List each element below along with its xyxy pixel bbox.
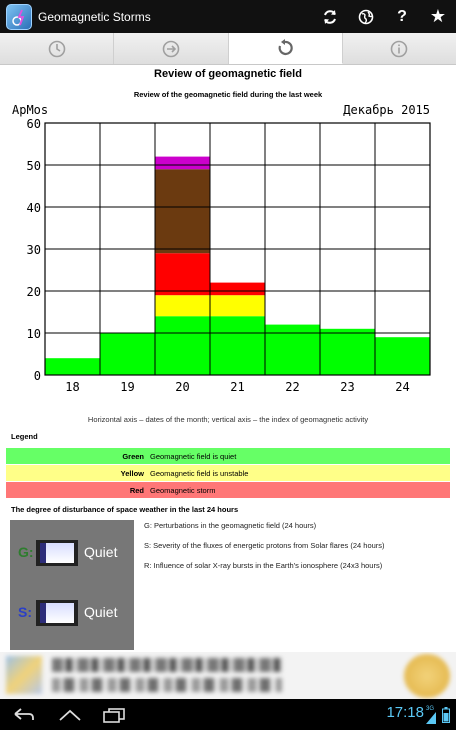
g-index-status: Quiet xyxy=(84,544,118,560)
tab-history[interactable] xyxy=(0,33,115,64)
note-s: S: Severity of the fluxes of energetic p… xyxy=(144,541,385,550)
s-index-label: S: xyxy=(18,604,32,620)
tab-review[interactable] xyxy=(228,33,343,64)
bar-segment-green xyxy=(265,324,320,375)
favorite-button[interactable]: ★ xyxy=(420,0,456,33)
refresh-button[interactable] xyxy=(312,0,348,33)
bar-segment-red xyxy=(155,253,210,296)
legend-description: Geomagnetic storm xyxy=(150,485,216,495)
y-tick-label: 30 xyxy=(27,243,41,257)
x-tick-label: 18 xyxy=(65,380,79,394)
tab-bar xyxy=(0,33,456,65)
recent-apps-button[interactable] xyxy=(100,699,128,730)
bar-segment-green xyxy=(45,358,100,375)
home-button[interactable] xyxy=(56,699,84,730)
signal-label: 3G xyxy=(426,706,435,712)
bar-segment-green xyxy=(320,328,375,375)
y-tick-label: 0 xyxy=(34,369,41,383)
legend-key: Green xyxy=(122,451,144,461)
language-button[interactable] xyxy=(348,0,384,33)
y-tick-label: 10 xyxy=(27,327,41,341)
y-tick-label: 20 xyxy=(27,285,41,299)
legend-row-red: Red Geomagnetic storm xyxy=(6,482,450,498)
signal-icon xyxy=(426,712,436,724)
bar-segment-yellow xyxy=(155,295,210,317)
s-index-status: Quiet xyxy=(84,604,118,620)
battery-icon xyxy=(442,707,450,723)
bar-segment-green xyxy=(100,333,155,375)
bar-segment-green xyxy=(210,316,265,375)
bar-segment-yellow xyxy=(210,295,265,317)
status-time: 17:18 xyxy=(386,704,424,721)
tab-info[interactable] xyxy=(342,33,456,64)
info-icon xyxy=(391,40,408,57)
g-index-gauge xyxy=(36,540,78,566)
y-tick-label: 40 xyxy=(27,201,41,215)
ad-logo-icon xyxy=(6,656,42,694)
legend-title: Legend xyxy=(11,432,38,441)
legend-row-yellow: Yellow Geomagnetic field is unstable xyxy=(6,465,450,481)
bar-segment-green xyxy=(375,337,430,375)
bar-segment-brown xyxy=(155,169,210,254)
disturbance-notes: G: Perturbations in the geomagnetic fiel… xyxy=(144,521,450,581)
legend-row-green: Green Geomagnetic field is quiet xyxy=(6,448,450,464)
g-index-label: G: xyxy=(18,544,34,560)
note-g: G: Perturbations in the geomagnetic fiel… xyxy=(144,521,317,530)
note-r: R: Influence of solar X-ray bursts in th… xyxy=(144,561,383,570)
geomagnetic-activity-chart: 0 10 20 30 40 50 60 18 19 20 21 22 23 24 ApMos Декабрь … xyxy=(12,103,431,394)
help-button[interactable]: ? xyxy=(384,0,420,33)
back-icon xyxy=(14,707,34,720)
s-index-gauge xyxy=(36,600,78,626)
disturbance-title: The degree of disturbance of space weath… xyxy=(11,505,239,514)
x-tick-label: 20 xyxy=(175,380,189,394)
clock-icon xyxy=(48,40,65,57)
ad-text-line-2 xyxy=(52,678,282,692)
page-subtitle: Review of the geomagnetic field during t… xyxy=(133,90,323,99)
page-title: Review of geomagnetic field xyxy=(154,68,302,80)
period-label: Декабрь 2015 xyxy=(343,103,430,117)
ad-text-line-1 xyxy=(52,658,282,672)
x-tick-label: 19 xyxy=(120,380,134,394)
legend-key: Red xyxy=(129,485,144,495)
system-nav-bar: 17:18 3G xyxy=(0,699,456,730)
x-tick-label: 21 xyxy=(230,380,244,394)
recent-apps-icon xyxy=(103,707,125,723)
x-tick-label: 22 xyxy=(285,380,299,394)
space-weather-indicator-panel: G: Quiet S: Quiet xyxy=(10,520,134,650)
home-icon xyxy=(59,709,81,721)
x-tick-label: 23 xyxy=(340,380,354,394)
bar-segment-purple xyxy=(155,156,210,170)
ad-cta-icon xyxy=(404,654,450,698)
chart-caption: Horizontal axis – dates of the month; ve… xyxy=(87,415,369,424)
bar-segment-green xyxy=(155,316,210,375)
ad-banner[interactable] xyxy=(0,652,456,699)
refresh-icon xyxy=(278,39,293,56)
tab-forecast[interactable] xyxy=(114,33,229,64)
app-title: Geomagnetic Storms xyxy=(38,9,151,24)
status-icons: 3G xyxy=(426,706,452,724)
question-icon: ? xyxy=(397,7,407,25)
app-logo-icon[interactable] xyxy=(6,3,32,30)
y-tick-label: 50 xyxy=(27,159,41,173)
legend-description: Geomagnetic field is quiet xyxy=(150,451,237,461)
back-button[interactable] xyxy=(10,699,38,730)
y-axis-label: ApMos xyxy=(12,103,48,117)
arrow-right-icon xyxy=(162,40,180,57)
star-icon: ★ xyxy=(429,6,447,27)
y-tick-label: 60 xyxy=(27,117,41,131)
refresh-icon xyxy=(324,9,336,24)
legend-key: Yellow xyxy=(120,468,144,478)
legend-description: Geomagnetic field is unstable xyxy=(150,468,249,478)
bar-segment-red xyxy=(210,282,265,296)
globe-icon xyxy=(358,9,374,24)
action-bar: Geomagnetic Storms ? xyxy=(0,0,456,33)
x-tick-label: 24 xyxy=(395,380,409,394)
plot-border xyxy=(44,122,431,376)
